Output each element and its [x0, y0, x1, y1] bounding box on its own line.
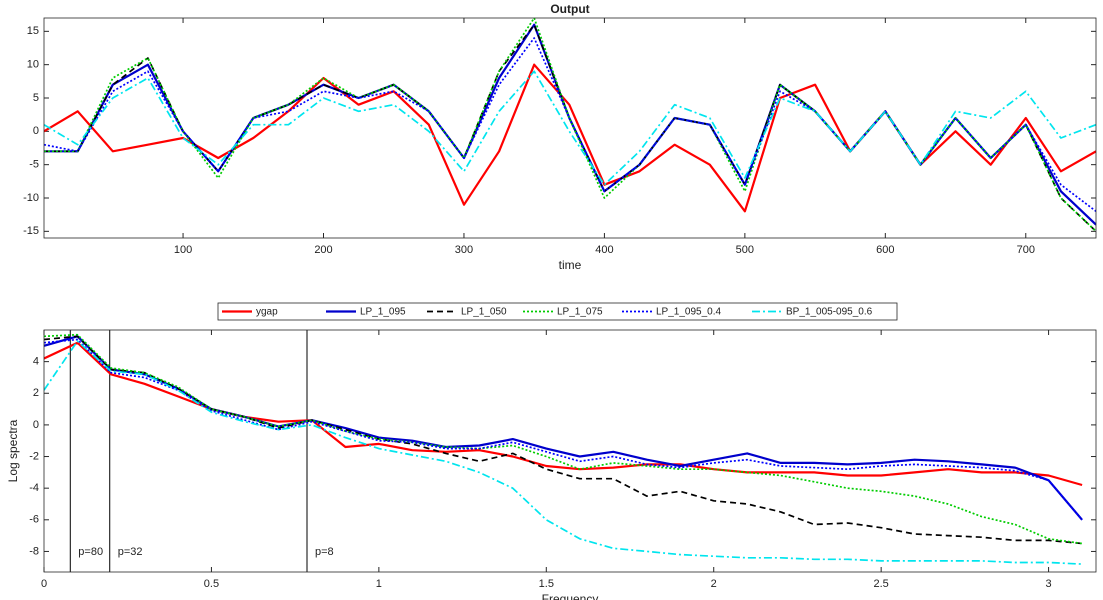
series-line — [44, 70, 1096, 186]
y-tick-label: 10 — [27, 59, 39, 71]
x-tick-label: 2 — [711, 578, 717, 590]
y-tick-label: 0 — [33, 125, 39, 137]
x-tick-label: 3 — [1046, 578, 1052, 590]
legend-box — [217, 302, 898, 321]
x-tick-label: 100 — [174, 244, 192, 256]
legend-label: LP_1_095_0.4 — [656, 307, 722, 318]
plot-area — [44, 18, 1096, 238]
series-group — [44, 333, 1083, 565]
y-tick-label: 0 — [33, 419, 39, 431]
x-axis-label: time — [559, 258, 582, 272]
x-tick-label: 300 — [455, 244, 473, 256]
series-line — [44, 37, 1096, 212]
y-tick-label: 15 — [27, 25, 39, 37]
y-tick-label: -15 — [23, 225, 39, 237]
period-label: p=32 — [118, 546, 143, 558]
x-tick-label: 0.5 — [204, 578, 219, 590]
y-tick-label: -5 — [29, 159, 39, 171]
series-group — [44, 18, 1096, 232]
x-tick-label: 1.5 — [539, 578, 554, 590]
y-tick-label: 2 — [33, 387, 39, 399]
y-tick-label: -4 — [29, 482, 39, 494]
y-axis-label: Log spectra — [6, 419, 20, 482]
y-tick-label: -2 — [29, 450, 39, 462]
y-tick-label: -8 — [29, 545, 39, 557]
legend-label: LP_1_095 — [360, 307, 406, 318]
legend-label: LP_1_075 — [557, 307, 603, 318]
chart-title: Output — [550, 2, 589, 16]
period-label: p=8 — [315, 546, 334, 558]
series-line — [44, 335, 1083, 545]
legend-label: ygap — [256, 307, 278, 318]
x-tick-label: 600 — [876, 244, 894, 256]
x-tick-label: 0 — [41, 578, 47, 590]
x-tick-label: 400 — [595, 244, 613, 256]
x-tick-label: 1 — [376, 578, 382, 590]
y-tick-label: 5 — [33, 92, 39, 104]
plot-area — [44, 330, 1096, 572]
series-line — [44, 340, 1083, 565]
x-tick-label: 500 — [736, 244, 754, 256]
legend-label: BP_1_005-095_0.6 — [786, 307, 873, 318]
axes-box — [43, 329, 1097, 573]
period-label: p=80 — [78, 546, 103, 558]
series-line — [44, 18, 1096, 232]
y-tick-label: 4 — [33, 356, 39, 368]
x-tick-label: 700 — [1017, 244, 1035, 256]
y-tick-label: -10 — [23, 192, 39, 204]
y-tick-label: -6 — [29, 514, 39, 526]
legend-label: LP_1_050 — [461, 307, 507, 318]
axes-box — [43, 17, 1097, 239]
x-axis-label: Frequency — [542, 592, 599, 600]
series-line — [44, 333, 1083, 545]
series-line — [44, 338, 1083, 521]
x-tick-label: 2.5 — [874, 578, 889, 590]
x-tick-label: 200 — [314, 244, 332, 256]
